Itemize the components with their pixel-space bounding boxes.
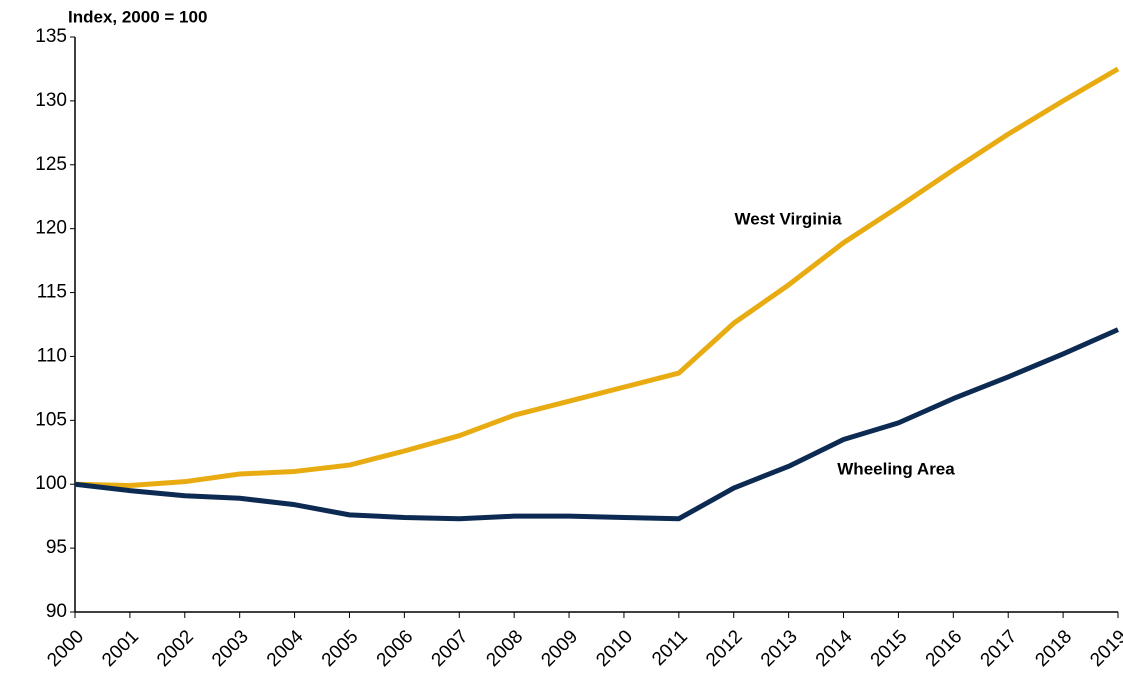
axis-title: Index, 2000 = 100 [68,7,207,26]
x-tick-label: 2006 [373,626,418,671]
x-tick-label: 2015 [867,626,912,671]
x-tick-label: 2012 [702,626,747,671]
x-tick-label: 2000 [43,626,88,671]
y-tick-label: 100 [35,473,67,494]
y-tick-label: 120 [35,218,67,239]
x-tick-label: 2017 [977,626,1022,671]
y-tick-label: 115 [37,282,67,303]
x-tick-label: 2010 [592,626,637,671]
series-label: Wheeling Area [837,459,955,478]
series-line [74,66,1120,488]
y-tick-label: 135 [35,26,67,47]
x-tick-label: 2011 [648,626,692,670]
x-tick-label: 2016 [922,626,967,671]
x-tick-label: 2007 [428,626,473,671]
x-tick-label: 2013 [757,626,802,671]
series-label: West Virginia [734,209,842,228]
x-tick-label: 2009 [537,626,582,671]
x-tick-label: 2018 [1031,626,1076,671]
y-tick-label: 125 [35,154,67,175]
x-tick-label: 2004 [263,626,308,671]
x-tick-label: 2014 [812,626,857,671]
y-tick-label: 110 [37,345,67,366]
x-tick-label: 2019 [1086,626,1123,671]
x-tick-label: 2002 [153,626,198,671]
series-line [74,327,1120,522]
y-tick-label: 130 [35,90,67,111]
y-tick-label: 105 [35,409,67,430]
y-tick-label: 90 [46,601,67,622]
x-tick-label: 2001 [98,626,143,671]
y-tick-label: 95 [46,537,67,558]
x-tick-label: 2003 [208,626,253,671]
x-tick-label: 2008 [482,626,527,671]
x-tick-label: 2005 [318,626,363,671]
